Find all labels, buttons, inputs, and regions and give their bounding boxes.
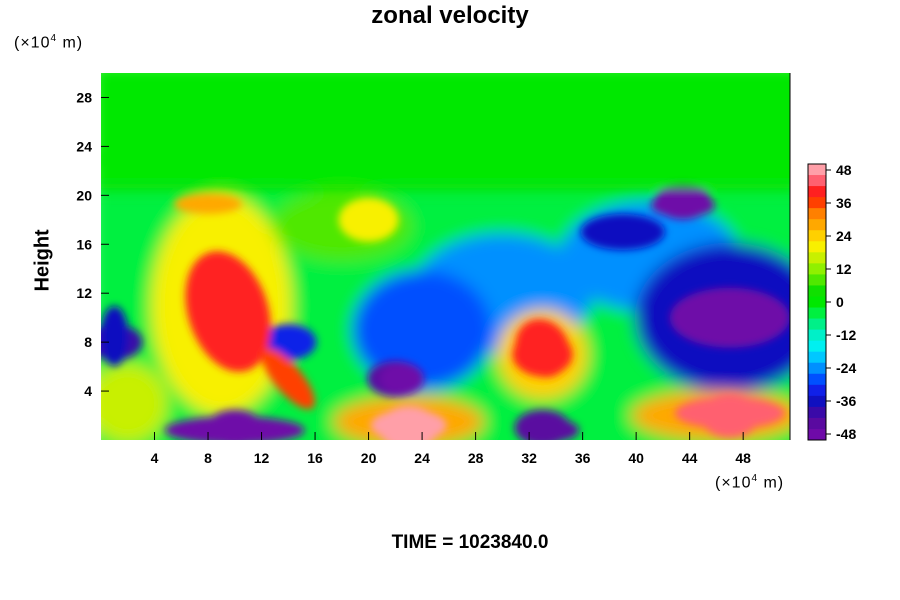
colorbar: 48 36 24 12 0 -12 -24 -36 -48 bbox=[807, 162, 856, 442]
x-tick-label: 12 bbox=[254, 450, 270, 466]
x-unit-prefix: (×10 bbox=[715, 474, 752, 492]
region-blue-center bbox=[352, 269, 493, 390]
upper-band bbox=[101, 152, 790, 167]
y-axis-unit: (×104 m) bbox=[14, 33, 83, 52]
colorbar-segment bbox=[808, 164, 826, 176]
purple-bottom-left bbox=[164, 416, 305, 440]
purple-top-right bbox=[650, 193, 715, 218]
colorbar-segment bbox=[808, 318, 826, 331]
x-tick-label: 20 bbox=[361, 450, 377, 466]
y-tick-label: 20 bbox=[76, 187, 92, 203]
colorbar-segment bbox=[808, 373, 826, 386]
x-tick-label: 16 bbox=[307, 450, 323, 466]
region-yellow-bottom-left bbox=[101, 363, 168, 440]
colorbar-segment bbox=[808, 186, 826, 198]
y-tick-label: 24 bbox=[76, 138, 92, 154]
x-tick-label: 24 bbox=[414, 450, 430, 466]
colorbar-tick-label: -24 bbox=[836, 360, 856, 376]
colorbar-tick-label: 0 bbox=[836, 294, 844, 310]
x-tick-label: 8 bbox=[204, 450, 212, 466]
y-unit-prefix: (×10 bbox=[14, 34, 51, 52]
purple-center bbox=[380, 362, 425, 395]
pink-bottom-core bbox=[370, 409, 447, 440]
y-tick-label: 16 bbox=[76, 236, 92, 252]
colorbar-tick-label: 12 bbox=[836, 261, 852, 277]
red-center-right bbox=[515, 319, 570, 378]
y-unit-suffix: m) bbox=[57, 34, 84, 52]
x-tick-label: 28 bbox=[468, 450, 484, 466]
interface-band bbox=[101, 183, 790, 190]
purple-right-core bbox=[669, 287, 790, 348]
pink-bottom-right bbox=[674, 397, 785, 430]
chart-title: zonal velocity bbox=[371, 2, 529, 29]
colorbar-tick-label: 24 bbox=[836, 228, 852, 244]
colorbar-segment bbox=[808, 197, 826, 209]
red-top-left bbox=[174, 193, 243, 214]
colorbar-segment bbox=[808, 395, 826, 408]
x-tick-label: 32 bbox=[521, 450, 537, 466]
feature-12 bbox=[338, 197, 399, 242]
colorbar-tick-label: 48 bbox=[836, 162, 852, 178]
x-unit-exponent: 4 bbox=[751, 473, 759, 484]
red-jet-tail bbox=[261, 348, 315, 410]
x-axis-unit: (×104 m) bbox=[715, 473, 784, 492]
x-tick-label: 44 bbox=[682, 450, 698, 466]
y-tick-label: 28 bbox=[76, 89, 92, 105]
colorbar-segment bbox=[808, 362, 826, 375]
purple-bottom-center bbox=[519, 418, 580, 440]
colorbar-segment bbox=[808, 340, 826, 353]
y-tick-label: 4 bbox=[84, 383, 92, 399]
colorbar-segment bbox=[808, 230, 826, 242]
colorbar-segment bbox=[808, 428, 826, 441]
x-tick-label: 48 bbox=[735, 450, 751, 466]
y-unit-exponent: 4 bbox=[50, 33, 58, 44]
colorbar-segment bbox=[808, 296, 826, 309]
field-features bbox=[101, 152, 790, 440]
y-tick-label: 8 bbox=[84, 334, 92, 350]
colorbar-segment bbox=[808, 307, 826, 320]
colorbar-tick-label: 36 bbox=[836, 195, 852, 211]
time-label: TIME = 1023840.0 bbox=[391, 532, 549, 553]
colorbar-tick-label: -12 bbox=[836, 327, 856, 343]
colorbar-segment bbox=[808, 351, 826, 364]
colorbar-segment bbox=[808, 175, 826, 187]
velocity-field bbox=[101, 73, 790, 440]
colorbar-segment bbox=[808, 417, 826, 430]
red-jet-core bbox=[185, 251, 271, 372]
colorbar-segment bbox=[808, 406, 826, 419]
colorbar-tick-label: -48 bbox=[836, 426, 856, 442]
x-tick-label: 36 bbox=[575, 450, 591, 466]
colorbar-segment bbox=[808, 252, 826, 264]
colorbar-segment bbox=[808, 384, 826, 397]
upper-layer bbox=[101, 73, 790, 192]
colorbar-segment bbox=[808, 285, 826, 297]
colorbar-segment bbox=[808, 263, 826, 275]
colorbar-segment bbox=[808, 208, 826, 220]
colorbar-tick-label: -36 bbox=[836, 393, 856, 409]
colorbar-segment bbox=[808, 274, 826, 286]
x-unit-suffix: m) bbox=[758, 474, 785, 492]
x-tick-label: 4 bbox=[151, 450, 159, 466]
colorbar-segment bbox=[808, 219, 826, 231]
x-tick-label: 40 bbox=[628, 450, 644, 466]
blue-top-right bbox=[580, 214, 665, 251]
blue-left-edge bbox=[101, 306, 129, 367]
y-tick-label: 12 bbox=[76, 285, 92, 301]
colorbar-segment bbox=[808, 329, 826, 342]
colorbar-segment bbox=[808, 241, 826, 253]
